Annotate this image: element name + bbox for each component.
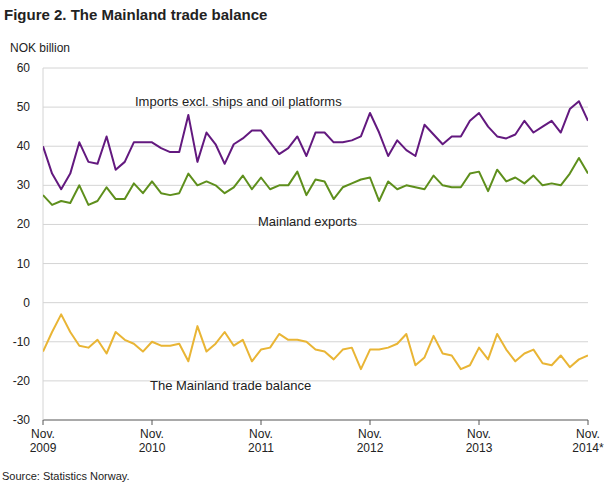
x-tick-label: Nov.2009: [30, 427, 57, 455]
x-tick: [152, 420, 153, 425]
y-tick-label: 60: [17, 61, 31, 75]
y-tick-label: 50: [17, 100, 31, 114]
y-tick-label: 40: [17, 139, 31, 153]
x-tick-label-part: Nov.: [31, 427, 55, 441]
x-tick: [370, 420, 371, 425]
y-tick-label: 0: [23, 296, 30, 310]
y-tick-label: 10: [17, 257, 31, 271]
x-tick-label-part: 2013: [466, 441, 493, 455]
x-tick-label-part: 2014*: [572, 441, 604, 455]
x-tick-label: Nov.2013: [466, 427, 493, 455]
chart: Figure 2. The Mainland trade balance NOK …: [0, 0, 609, 488]
grid-line: [43, 420, 588, 421]
x-tick-label-part: Nov.: [358, 427, 382, 441]
grid-line: [43, 380, 588, 381]
series-label: Mainland exports: [258, 214, 357, 229]
y-tick-label: -20: [13, 374, 31, 388]
x-tick: [261, 420, 262, 425]
plot-area: [43, 101, 588, 369]
grid-line: [43, 341, 588, 342]
x-tick-label-part: Nov.: [249, 427, 273, 441]
x-tick-label-part: Nov.: [576, 427, 600, 441]
grid-line: [43, 68, 588, 69]
grid-line: [43, 146, 588, 147]
y-tick-label: -30: [13, 413, 31, 427]
x-tick: [479, 420, 480, 425]
x-tick-label-part: 2009: [30, 441, 57, 455]
x-tick-label-part: 2012: [357, 441, 384, 455]
x-tick-label-part: 2011: [248, 441, 274, 455]
x-tick-label-part: Nov.: [140, 427, 164, 441]
x-tick-label: Nov.2012: [357, 427, 384, 455]
y-axis-line: [43, 68, 44, 420]
x-tick: [588, 420, 589, 425]
series-label: The Mainland trade balance: [150, 378, 311, 393]
series-line: [43, 314, 588, 369]
x-tick-label-part: Nov.: [467, 427, 491, 441]
y-tick-label: 20: [17, 217, 31, 231]
y-tick-label: 30: [17, 178, 31, 192]
series-line: [43, 158, 588, 205]
series-line: [43, 101, 588, 189]
grid-line: [43, 263, 588, 264]
x-tick: [43, 420, 44, 425]
grid-line: [43, 185, 588, 186]
y-axis-label: NOK billion: [10, 41, 70, 55]
x-tick-label-part: 2010: [139, 441, 166, 455]
x-tick-label: Nov.2010: [139, 427, 166, 455]
x-tick-label: Nov.2011: [248, 427, 274, 455]
source: Source: Statistics Norway.: [2, 470, 130, 482]
title: Figure 2. The Mainland trade balance: [4, 6, 267, 23]
series-label: Imports excl. ships and oil platforms: [135, 94, 342, 109]
x-tick-label: Nov.2014*: [572, 427, 604, 455]
y-tick-label: -10: [13, 335, 31, 349]
grid-line: [43, 302, 588, 303]
